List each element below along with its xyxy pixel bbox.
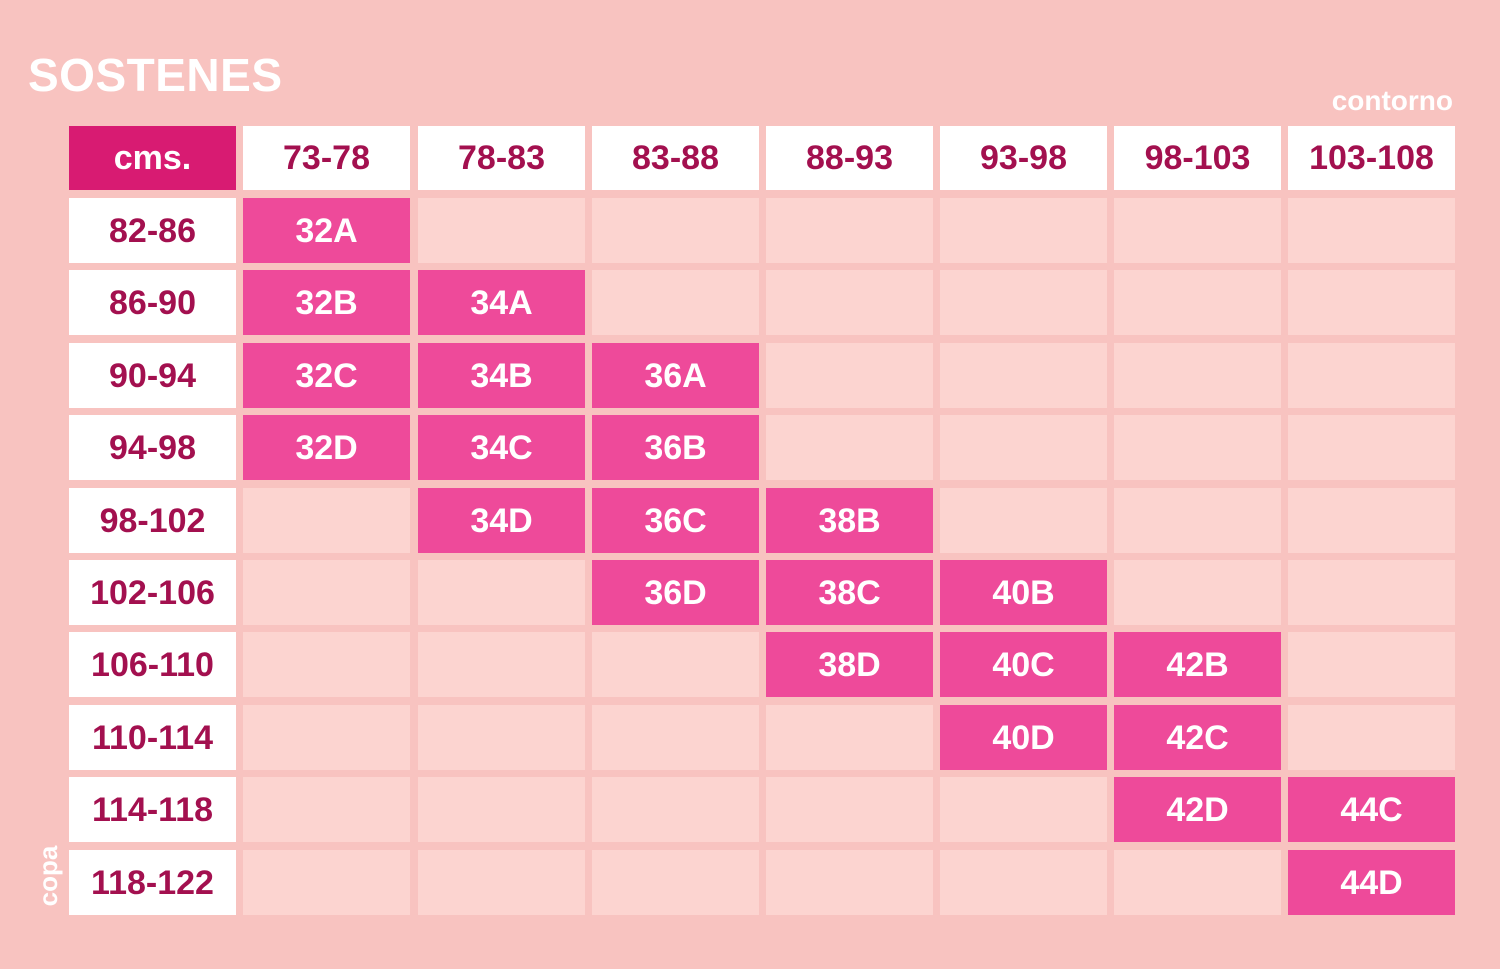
empty-cell xyxy=(592,270,759,335)
size-cell: 38D xyxy=(766,632,933,697)
empty-cell xyxy=(1114,343,1281,408)
empty-cell xyxy=(418,560,585,625)
column-axis-label: contorno xyxy=(1331,85,1453,116)
size-cell: 32C xyxy=(243,343,410,408)
empty-cell xyxy=(592,705,759,770)
empty-cell xyxy=(592,198,759,263)
empty-cell xyxy=(418,198,585,263)
empty-cell xyxy=(766,415,933,480)
column-header: 83-88 xyxy=(592,126,759,190)
empty-cell xyxy=(1114,560,1281,625)
size-cell: 42C xyxy=(1114,705,1281,770)
size-cell: 40C xyxy=(940,632,1107,697)
empty-cell xyxy=(1288,198,1455,263)
column-header: 73-78 xyxy=(243,126,410,190)
size-cell: 34C xyxy=(418,415,585,480)
empty-cell xyxy=(940,198,1107,263)
empty-cell xyxy=(1288,488,1455,553)
empty-cell xyxy=(766,270,933,335)
row-header: 94-98 xyxy=(69,415,236,480)
size-cell: 36A xyxy=(592,343,759,408)
size-cell: 44D xyxy=(1288,850,1455,915)
page-title: SOSTENES xyxy=(28,49,283,101)
empty-cell xyxy=(1288,415,1455,480)
size-cell: 34D xyxy=(418,488,585,553)
empty-cell xyxy=(1114,198,1281,263)
empty-cell xyxy=(243,488,410,553)
size-cell: 34B xyxy=(418,343,585,408)
row-header: 86-90 xyxy=(69,270,236,335)
empty-cell xyxy=(766,777,933,842)
size-cell: 32A xyxy=(243,198,410,263)
row-axis-label: copa xyxy=(33,845,63,907)
empty-cell xyxy=(418,705,585,770)
size-cell: 34A xyxy=(418,270,585,335)
row-header: 114-118 xyxy=(69,777,236,842)
size-cell: 42D xyxy=(1114,777,1281,842)
empty-cell xyxy=(592,777,759,842)
column-header: 78-83 xyxy=(418,126,585,190)
empty-cell xyxy=(1114,488,1281,553)
empty-cell xyxy=(940,270,1107,335)
empty-cell xyxy=(1114,415,1281,480)
empty-cell xyxy=(940,488,1107,553)
empty-cell xyxy=(940,343,1107,408)
empty-cell xyxy=(592,632,759,697)
empty-cell xyxy=(243,850,410,915)
empty-cell xyxy=(243,632,410,697)
empty-cell xyxy=(940,415,1107,480)
empty-cell xyxy=(418,850,585,915)
empty-cell xyxy=(1114,270,1281,335)
empty-cell xyxy=(418,632,585,697)
size-cell: 36D xyxy=(592,560,759,625)
column-header: 98-103 xyxy=(1114,126,1281,190)
size-cell: 40D xyxy=(940,705,1107,770)
empty-cell xyxy=(418,777,585,842)
empty-cell xyxy=(940,850,1107,915)
corner-header: cms. xyxy=(69,126,236,190)
empty-cell xyxy=(1288,343,1455,408)
empty-cell xyxy=(243,560,410,625)
size-cell: 38B xyxy=(766,488,933,553)
size-cell: 40B xyxy=(940,560,1107,625)
empty-cell xyxy=(1114,850,1281,915)
empty-cell xyxy=(243,777,410,842)
size-cell: 36B xyxy=(592,415,759,480)
size-cell: 44C xyxy=(1288,777,1455,842)
size-cell: 36C xyxy=(592,488,759,553)
empty-cell xyxy=(766,850,933,915)
size-cell: 32D xyxy=(243,415,410,480)
empty-cell xyxy=(766,198,933,263)
empty-cell xyxy=(1288,632,1455,697)
column-header: 88-93 xyxy=(766,126,933,190)
empty-cell xyxy=(592,850,759,915)
row-header: 98-102 xyxy=(69,488,236,553)
row-header: 90-94 xyxy=(69,343,236,408)
empty-cell xyxy=(243,705,410,770)
empty-cell xyxy=(940,777,1107,842)
row-header: 106-110 xyxy=(69,632,236,697)
empty-cell xyxy=(1288,705,1455,770)
empty-cell xyxy=(1288,270,1455,335)
empty-cell xyxy=(1288,560,1455,625)
column-header: 93-98 xyxy=(940,126,1107,190)
empty-cell xyxy=(766,705,933,770)
size-cell: 38C xyxy=(766,560,933,625)
row-header: 102-106 xyxy=(69,560,236,625)
size-cell: 32B xyxy=(243,270,410,335)
row-header: 110-114 xyxy=(69,705,236,770)
size-cell: 42B xyxy=(1114,632,1281,697)
row-header: 82-86 xyxy=(69,198,236,263)
empty-cell xyxy=(766,343,933,408)
column-header: 103-108 xyxy=(1288,126,1455,190)
row-header: 118-122 xyxy=(69,850,236,915)
